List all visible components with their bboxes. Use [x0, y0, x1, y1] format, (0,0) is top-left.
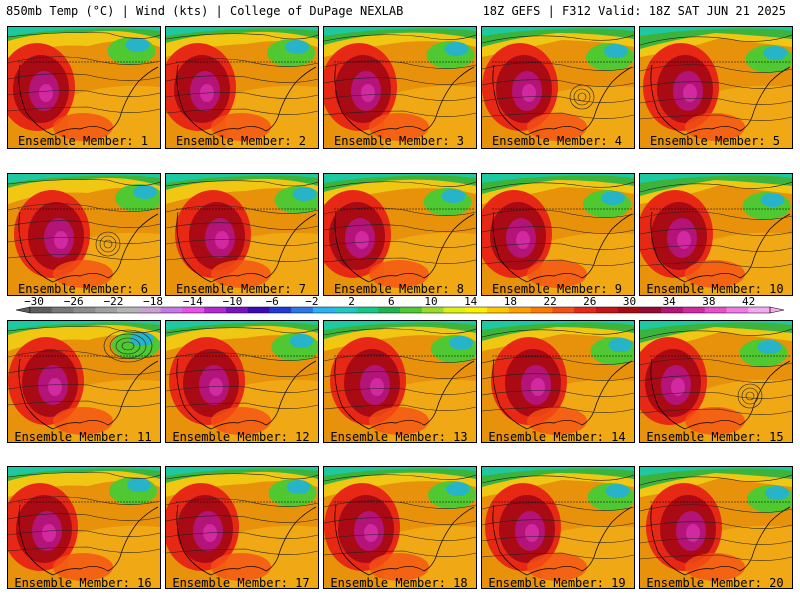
colorbar-swatch: [247, 307, 270, 313]
colorbar-max-arrow: [769, 306, 785, 314]
colorbar-tick-label: 38: [702, 296, 715, 308]
colorbar-swatch: [639, 307, 662, 313]
ensemble-member-label: Ensemble Member: 16: [14, 576, 152, 590]
ensemble-member-label: Ensemble Member: 8: [333, 282, 465, 296]
colorbar-swatch: [574, 307, 597, 313]
ensemble-member-map: [7, 26, 161, 149]
ensemble-member-map: [639, 320, 793, 443]
colorbar-swatch: [465, 307, 488, 313]
ensemble-member-label: Ensemble Member: 10: [646, 282, 784, 296]
ensemble-member-map: [165, 173, 319, 296]
colorbar-swatch: [682, 307, 705, 313]
colorbar-swatch: [73, 307, 96, 313]
temperature-colorbar: −30 −26 −22 −18 −14 −10 −6 −2 2 6 10 14 18 22 26 30 34 38…: [15, 296, 785, 314]
colorbar-swatch: [95, 307, 118, 313]
colorbar-swatch: [704, 307, 727, 313]
ensemble-member-label: Ensemble Member: 7: [175, 282, 307, 296]
colorbar-swatch: [552, 307, 575, 313]
map-title: 850mb Temp (°C) | Wind (kts) | College o…: [6, 4, 404, 18]
ensemble-member-map: [323, 26, 477, 149]
colorbar-swatch: [312, 307, 335, 313]
colorbar-tick-label: −30: [24, 296, 44, 308]
colorbar-swatch: [204, 307, 227, 313]
colorbar-tick-label: 18: [504, 296, 517, 308]
colorbar-swatch: [487, 307, 510, 313]
ensemble-member-label: Ensemble Member: 18: [330, 576, 468, 590]
colorbar-swatch: [726, 307, 749, 313]
ensemble-member-label: Ensemble Member: 12: [172, 430, 310, 444]
colorbar-tick-label: 22: [543, 296, 556, 308]
ensemble-member-map: [323, 320, 477, 443]
colorbar-swatch: [617, 307, 640, 313]
colorbar-swatch: [269, 307, 292, 313]
ensemble-member-map: [165, 320, 319, 443]
colorbar-tick-label: −18: [143, 296, 163, 308]
ensemble-member-label: Ensemble Member: 3: [333, 134, 465, 148]
colorbar-swatch: [117, 307, 140, 313]
colorbar-swatch: [595, 307, 618, 313]
colorbar-swatch: [530, 307, 553, 313]
ensemble-member-map: [481, 26, 635, 149]
colorbar-swatch: [508, 307, 531, 313]
ensemble-member-label: Ensemble Member: 14: [488, 430, 626, 444]
ensemble-member-map: [7, 320, 161, 443]
ensemble-member-map: [639, 173, 793, 296]
colorbar-swatch: [334, 307, 357, 313]
colorbar-swatch: [225, 307, 248, 313]
colorbar-swatch: [51, 307, 74, 313]
ensemble-member-label: Ensemble Member: 13: [330, 430, 468, 444]
colorbar-swatch: [443, 307, 466, 313]
colorbar-swatch: [356, 307, 379, 313]
ensemble-member-map: [639, 26, 793, 149]
colorbar-swatch: [160, 307, 183, 313]
ensemble-member-map: [481, 173, 635, 296]
ensemble-member-map: [165, 26, 319, 149]
ensemble-member-label: Ensemble Member: 17: [172, 576, 310, 590]
colorbar-tick-label: −6: [266, 296, 279, 308]
colorbar-swatch: [378, 307, 401, 313]
model-run-info: 18Z GEFS | F312 Valid: 18Z SAT JUN 21 20…: [482, 4, 786, 18]
colorbar-tick-label: 30: [623, 296, 636, 308]
ensemble-member-map: [481, 466, 635, 589]
ensemble-member-label: Ensemble Member: 5: [649, 134, 781, 148]
ensemble-member-map: [323, 466, 477, 589]
colorbar-swatch: [661, 307, 684, 313]
ensemble-member-label: Ensemble Member: 1: [17, 134, 149, 148]
ensemble-member-label: Ensemble Member: 20: [646, 576, 784, 590]
colorbar-tick-label: −10: [223, 296, 243, 308]
ensemble-member-label: Ensemble Member: 19: [488, 576, 626, 590]
colorbar-tick-label: 42: [742, 296, 755, 308]
ensemble-member-map: [7, 173, 161, 296]
ensemble-member-map: [323, 173, 477, 296]
colorbar-tick-label: 6: [388, 296, 395, 308]
colorbar-swatch: [30, 307, 53, 313]
ensemble-member-map: [639, 466, 793, 589]
ensemble-member-label: Ensemble Member: 15: [646, 430, 784, 444]
colorbar-tick-label: 2: [348, 296, 355, 308]
ensemble-member-map: [7, 466, 161, 589]
colorbar-swatch: [291, 307, 314, 313]
colorbar-tick-label: −22: [103, 296, 123, 308]
colorbar-tick-label: −26: [64, 296, 84, 308]
colorbar-tick-label: 10: [424, 296, 437, 308]
colorbar-tick-label: 14: [464, 296, 478, 308]
colorbar-tick-label: −14: [183, 296, 203, 308]
colorbar-swatch: [421, 307, 444, 313]
ensemble-member-label: Ensemble Member: 2: [175, 134, 307, 148]
ensemble-member-map: [165, 466, 319, 589]
colorbar-tick-label: 26: [583, 296, 596, 308]
ensemble-member-label: Ensemble Member: 6: [17, 282, 149, 296]
colorbar-tick-label: −2: [305, 296, 318, 308]
colorbar-swatch: [182, 307, 205, 313]
colorbar-swatch: [138, 307, 161, 313]
colorbar-swatch: [748, 307, 771, 313]
ensemble-member-map: [481, 320, 635, 443]
colorbar-swatch: [400, 307, 423, 313]
ensemble-member-label: Ensemble Member: 4: [491, 134, 623, 148]
ensemble-member-label: Ensemble Member: 11: [14, 430, 152, 444]
colorbar-tick-label: 34: [663, 296, 677, 308]
ensemble-member-label: Ensemble Member: 9: [491, 282, 623, 296]
